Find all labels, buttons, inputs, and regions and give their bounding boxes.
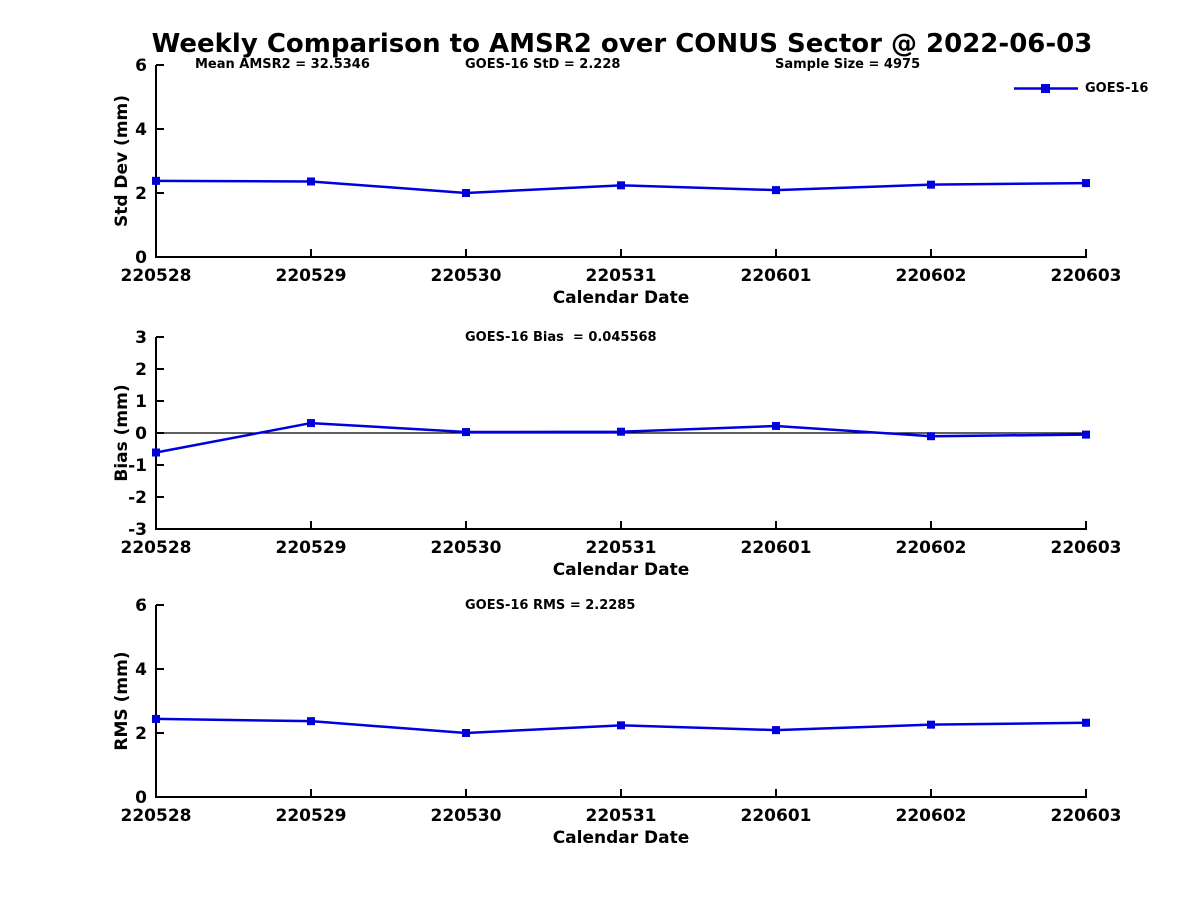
y-tick-label: -3	[128, 520, 147, 540]
x-tick-label: 220601	[741, 538, 812, 558]
y-tick-label: 2	[135, 724, 147, 744]
data-point-marker	[1082, 179, 1090, 188]
stat-mean-amsr2: Mean AMSR2 = 32.5346	[195, 57, 370, 72]
subplot-title-bias: GOES-16 Bias = 0.045568	[465, 330, 657, 345]
data-point-marker	[307, 177, 315, 186]
subplot-bias: 220528 220529 220530 220531 220601 220602 2206…	[121, 328, 1122, 558]
x-tick-label: 220529	[276, 266, 347, 286]
data-point-marker	[307, 419, 315, 428]
data-point-marker	[462, 189, 470, 197]
data-point-marker	[152, 176, 160, 185]
y-tick-label: 0	[135, 788, 147, 808]
x-axis-label-stddev: Calendar Date	[552, 288, 690, 308]
y-tick-label: -1	[128, 456, 147, 476]
x-tick-label: 220531	[586, 806, 657, 826]
legend-label: GOES-16	[1085, 81, 1149, 96]
x-axis-label-bias: Calendar Date	[552, 560, 690, 580]
x-tick-label: 220530	[431, 266, 502, 286]
subplot-rms: 220528 220529 220530 220531 220601 220602 2206…	[121, 596, 1122, 826]
x-tick-label: 220603	[1051, 266, 1122, 286]
data-point-marker	[462, 428, 470, 437]
data-point-marker	[772, 186, 780, 195]
data-point-marker	[772, 421, 780, 430]
subplot-title-rms: GOES-16 RMS = 2.2285	[465, 598, 636, 613]
data-point-marker	[617, 181, 625, 190]
x-tick-label: 220603	[1051, 538, 1122, 558]
series-line	[155, 421, 1087, 454]
x-tick-label: 220602	[896, 538, 967, 558]
data-point-marker	[927, 720, 935, 729]
x-tick-label: 220601	[741, 806, 812, 826]
x-tick-label: 220602	[896, 806, 967, 826]
y-tick-label: 6	[135, 596, 147, 616]
data-point-marker	[1082, 430, 1090, 439]
x-axis-label-rms: Calendar Date	[552, 828, 690, 848]
y-tick-label: 4	[135, 120, 147, 140]
x-tick-label: 220601	[741, 266, 812, 286]
legend: GOES-16	[1014, 82, 1148, 95]
x-tick-label: 220531	[586, 266, 657, 286]
data-point-marker	[617, 427, 625, 436]
data-point-marker	[1082, 718, 1090, 727]
x-tick-label: 220529	[276, 806, 347, 826]
y-tick-label: 6	[135, 56, 147, 76]
x-tick-label: 220530	[431, 538, 502, 558]
data-point-marker	[307, 717, 315, 726]
x-tick-label: 220528	[121, 806, 192, 826]
data-point-marker	[772, 726, 780, 735]
data-point-marker	[152, 714, 160, 723]
subplot-stddev: 220528 220529 220530 220531 220601 220602 2206…	[121, 56, 1122, 286]
y-tick-label: -2	[128, 488, 147, 508]
legend-line-icon	[1014, 84, 1078, 93]
data-point-marker	[617, 721, 625, 730]
data-point-marker	[927, 432, 935, 441]
x-tick-label: 220602	[896, 266, 967, 286]
stat-goes16-std: GOES-16 StD = 2.228	[465, 57, 621, 72]
y-tick-label: 2	[135, 184, 147, 204]
page-title: Weekly Comparison to AMSR2 over CONUS Se…	[151, 29, 1093, 59]
data-point-marker	[462, 729, 470, 737]
y-tick-label: 1	[135, 392, 147, 412]
stat-sample-size: Sample Size = 4975	[775, 57, 921, 72]
x-tick-label: 220530	[431, 806, 502, 826]
y-tick-label: 3	[135, 328, 147, 348]
x-tick-label: 220528	[121, 538, 192, 558]
x-tick-label: 220529	[276, 538, 347, 558]
data-point-marker	[927, 180, 935, 189]
x-tick-label: 220528	[121, 266, 192, 286]
y-tick-label: 2	[135, 360, 147, 380]
x-tick-label: 220603	[1051, 806, 1122, 826]
y-tick-label: 0	[135, 424, 147, 444]
y-tick-label: 4	[135, 660, 147, 680]
y-tick-label: 0	[135, 248, 147, 268]
x-tick-label: 220531	[586, 538, 657, 558]
data-point-marker	[152, 448, 160, 457]
